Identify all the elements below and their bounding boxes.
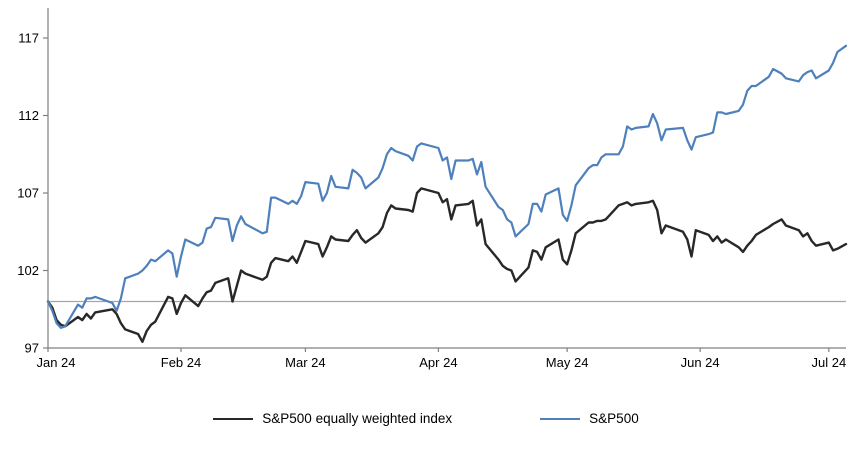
x-axis-tick-label: Apr 24 xyxy=(419,355,457,370)
y-axis-tick-label: 117 xyxy=(18,31,39,46)
legend: S&P500 equally weighted index S&P500 xyxy=(0,411,852,426)
legend-item-sp500: S&P500 xyxy=(540,411,639,426)
series-line-sp500 xyxy=(46,44,848,329)
y-axis-tick-label: 97 xyxy=(25,341,39,356)
legend-item-equal-weight: S&P500 equally weighted index xyxy=(213,411,452,426)
x-axis-tick-label: Jan 24 xyxy=(36,355,75,370)
x-axis-tick-label: Jun 24 xyxy=(681,355,720,370)
x-axis-tick-label: Mar 24 xyxy=(285,355,325,370)
legend-swatch-equal-weight xyxy=(213,417,254,420)
x-axis-tick-label: Jul 24 xyxy=(811,355,846,370)
y-axis-tick-label: 107 xyxy=(17,186,39,201)
x-axis-tick-label: May 24 xyxy=(546,355,589,370)
y-axis-tick-label: 112 xyxy=(18,108,39,123)
series-line-equal-weight xyxy=(46,187,848,343)
legend-label-equal-weight: S&P500 equally weighted index xyxy=(262,411,453,426)
x-axis-tick-label: Feb 24 xyxy=(161,355,201,370)
legend-swatch-sp500 xyxy=(540,417,581,420)
legend-label-sp500: S&P500 xyxy=(589,411,639,426)
y-axis-tick-label: 102 xyxy=(17,263,39,278)
